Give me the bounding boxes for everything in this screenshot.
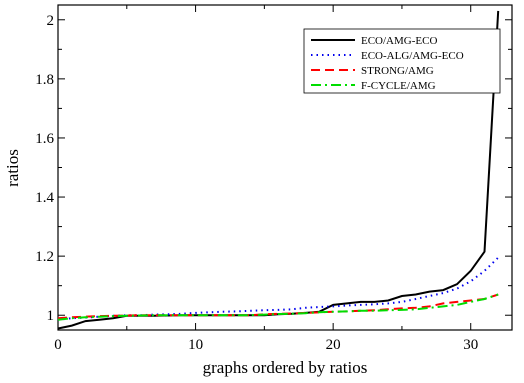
series-line-4	[57, 293, 499, 321]
x-axis-title: graphs ordered by ratios	[203, 358, 368, 377]
series-line-3	[57, 293, 499, 320]
x-tick-label: 30	[463, 337, 478, 353]
y-tick-label: 1	[47, 308, 55, 324]
x-tick-label: 20	[326, 337, 341, 353]
legend: ECO/AMG-ECO ECO-ALG/AMG-ECO STRONG/AMG F-CY…	[303, 28, 501, 94]
y-tick-label: 1.8	[35, 72, 54, 88]
legend-items: ECO/AMG-ECO ECO-ALG/AMG-ECO STRONG/AMG F-CY…	[311, 35, 464, 92]
series-line-2	[57, 256, 499, 321]
legend-label-1: ECO/AMG-ECO	[361, 35, 437, 47]
legend-label-2: ECO-ALG/AMG-ECO	[361, 50, 464, 62]
y-tick-label: 2	[47, 13, 55, 29]
x-tick-label: 10	[188, 337, 203, 353]
y-tick-label: 1.2	[35, 249, 54, 265]
series-lines	[57, 10, 500, 330]
y-axis-title: ratios	[3, 149, 22, 187]
x-tick-label: 0	[54, 337, 62, 353]
legend-label-4: F-CYCLE/AMG	[361, 80, 436, 92]
y-tick-label: 1.6	[35, 131, 54, 147]
x-axis-ticks: 0 10 20 30	[54, 5, 478, 353]
y-tick-label: 1.4	[35, 190, 54, 206]
legend-label-3: STRONG/AMG	[361, 65, 434, 77]
y-axis-ticks: 1 1.2 1.4 1.6 1.8 2	[35, 13, 512, 324]
